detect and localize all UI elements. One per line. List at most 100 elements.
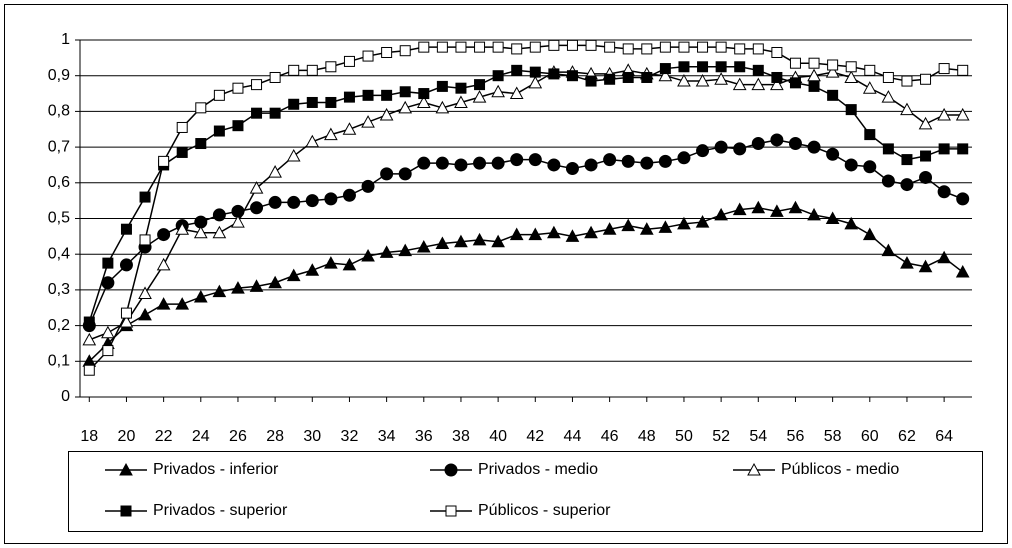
data-point [528, 227, 543, 241]
data-point [862, 227, 877, 241]
data-point [771, 46, 783, 58]
data-point [102, 345, 114, 357]
data-point [696, 144, 710, 158]
data-point [119, 258, 133, 272]
data-point [509, 86, 524, 100]
data-point [510, 153, 524, 167]
x-tick-label: 20 [118, 428, 136, 445]
data-point [342, 257, 357, 271]
data-point [808, 57, 820, 69]
legend-marker [444, 463, 458, 477]
y-tick-label: 0,9 [48, 67, 70, 84]
data-point [138, 307, 152, 321]
data-point [362, 50, 374, 62]
legend-marker [445, 505, 457, 517]
data-point [454, 95, 468, 108]
data-point [418, 41, 430, 53]
data-point [845, 61, 857, 73]
data-point [825, 65, 840, 78]
x-tick-label: 34 [378, 428, 396, 445]
x-tick-label: 42 [526, 428, 544, 445]
data-point [938, 143, 950, 155]
data-point [436, 41, 448, 53]
data-point [509, 227, 524, 241]
legend-marker [747, 462, 761, 476]
data-point [249, 181, 264, 194]
x-tick-label: 56 [787, 428, 805, 445]
data-point [455, 41, 467, 53]
data-point [250, 201, 264, 215]
data-point [212, 225, 227, 239]
legend-box [68, 451, 983, 532]
data-point [697, 61, 709, 73]
data-point [677, 74, 691, 87]
x-tick-label: 36 [415, 428, 433, 445]
data-point [547, 225, 561, 239]
data-point [231, 281, 245, 294]
data-point [529, 66, 541, 78]
data-point [251, 79, 263, 91]
data-point [119, 314, 134, 328]
data-point [380, 167, 394, 181]
data-point [677, 216, 691, 230]
data-point [379, 107, 394, 121]
data-point [269, 71, 281, 83]
data-point [639, 222, 654, 235]
data-point [659, 41, 671, 53]
y-tick-label: 0,5 [48, 210, 70, 227]
x-tick-label: 54 [749, 428, 767, 445]
x-tick-label: 44 [564, 428, 582, 445]
data-point [213, 89, 225, 101]
data-point [399, 45, 411, 57]
data-point [807, 207, 821, 221]
data-point [715, 61, 727, 73]
data-point [287, 195, 301, 209]
data-point [565, 162, 579, 176]
data-point [827, 59, 839, 71]
data-point [416, 95, 431, 108]
data-point [158, 155, 170, 167]
data-point [529, 41, 541, 53]
data-point [305, 134, 320, 148]
data-point [528, 153, 542, 167]
data-point [417, 156, 431, 170]
data-point [325, 61, 337, 73]
data-point [511, 43, 523, 55]
x-tick-label: 62 [898, 428, 916, 445]
data-point [418, 88, 430, 100]
data-point [602, 222, 617, 235]
data-point [398, 243, 413, 257]
data-point [920, 150, 932, 162]
data-point [862, 81, 877, 94]
data-point [937, 185, 951, 199]
data-point [641, 43, 653, 55]
data-point [491, 84, 505, 98]
legend-label: Privados - medio [478, 461, 598, 478]
data-point [491, 234, 505, 248]
data-point [288, 98, 300, 110]
data-point [156, 257, 171, 271]
data-point [881, 174, 895, 188]
data-point [715, 41, 727, 53]
data-point [492, 70, 504, 82]
data-point [919, 170, 933, 184]
data-point [734, 43, 746, 55]
x-tick-label: 48 [638, 428, 656, 445]
data-point [268, 195, 282, 209]
legend-label: Privados - superior [153, 502, 288, 519]
data-point [325, 96, 337, 108]
data-point [641, 71, 653, 83]
data-point [528, 75, 543, 89]
data-point [288, 64, 300, 76]
y-tick-label: 0,1 [48, 353, 70, 370]
data-point [193, 289, 208, 303]
legend-label: Públicos - medio [781, 461, 899, 478]
data-point [771, 71, 783, 83]
data-point [622, 43, 634, 55]
data-point [955, 265, 970, 278]
data-point [102, 257, 114, 269]
data-point [511, 64, 523, 76]
data-point [827, 89, 839, 101]
data-point [472, 232, 487, 246]
data-point [864, 64, 876, 76]
